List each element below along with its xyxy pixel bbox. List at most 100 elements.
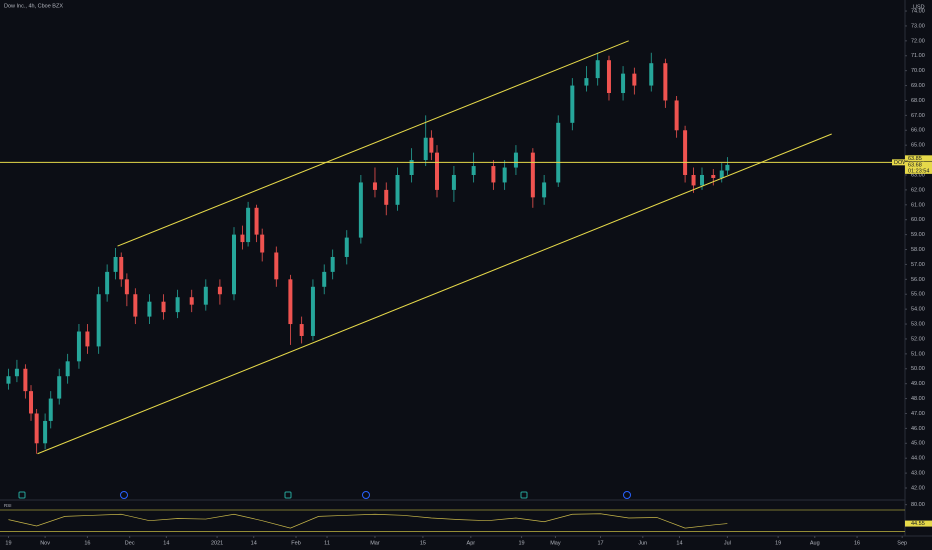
candle-body — [570, 85, 575, 123]
candle-body — [395, 174, 400, 205]
y-tick-label: 43.00 — [911, 471, 925, 477]
hline-label: 63.85 — [908, 156, 922, 162]
symbol-tag: DOW — [894, 160, 908, 166]
y-tick-label: 59.00 — [911, 232, 925, 238]
y-tick-label: 69.00 — [911, 83, 925, 89]
x-tick-label: 19 — [775, 540, 781, 546]
y-tick-label: 62.00 — [911, 187, 925, 193]
candle-body — [700, 174, 705, 186]
candle-body — [254, 207, 259, 235]
candle-body — [189, 297, 194, 305]
price-axis-bg — [905, 0, 932, 550]
candle-body — [217, 286, 222, 295]
x-tick-label: 2021 — [211, 540, 223, 546]
candle-body — [330, 256, 335, 272]
y-tick-label: 61.00 — [911, 202, 925, 208]
y-tick-label: 68.00 — [911, 98, 925, 104]
x-tick-label: Apr — [467, 540, 476, 546]
candle-body — [491, 166, 496, 183]
candle-body — [232, 234, 237, 295]
candle-body — [502, 167, 507, 183]
y-tick-label: 70.00 — [911, 68, 925, 74]
currency: USD — [913, 4, 925, 10]
candle-body — [29, 391, 34, 414]
candle-body — [260, 234, 265, 253]
y-tick-label: 50.00 — [911, 366, 925, 372]
y-tick-label: 44.00 — [911, 456, 925, 462]
candle-body — [113, 256, 118, 272]
x-tick-label: 17 — [597, 540, 603, 546]
candle-body — [119, 256, 124, 280]
countdown: 01:23:54 — [908, 168, 929, 174]
candle-body — [683, 130, 688, 175]
candle-body — [674, 100, 679, 131]
rsi-last: 44.55 — [911, 521, 925, 527]
candle-body — [105, 271, 110, 295]
y-tick-label: 49.00 — [911, 381, 925, 387]
y-tick-label: 72.00 — [911, 38, 925, 44]
candle-body — [246, 207, 251, 243]
x-tick-label: Feb — [291, 540, 300, 546]
candle-body — [322, 271, 327, 287]
x-tick-label: 14 — [676, 540, 682, 546]
rsi-tick-label: 80.00 — [911, 502, 925, 508]
y-tick-label: 54.00 — [911, 307, 925, 313]
candle-body — [274, 252, 279, 280]
y-tick-label: 56.00 — [911, 277, 925, 283]
candle-body — [584, 78, 589, 86]
y-tick-label: 53.00 — [911, 322, 925, 328]
candle-body — [240, 234, 245, 243]
candle-body — [85, 331, 90, 347]
y-tick-label: 46.00 — [911, 426, 925, 432]
y-tick-label: 58.00 — [911, 247, 925, 253]
y-tick-label: 52.00 — [911, 336, 925, 342]
candle-body — [621, 73, 626, 94]
candle-body — [175, 297, 180, 313]
x-tick-label: Aug — [810, 540, 820, 546]
x-tick-label: Jun — [638, 540, 647, 546]
y-tick-label: 66.00 — [911, 128, 925, 134]
event-icon — [284, 491, 292, 499]
event-icon — [18, 491, 26, 499]
x-tick-label: 14 — [163, 540, 169, 546]
y-tick-label: 45.00 — [911, 441, 925, 447]
candle-body — [48, 398, 53, 421]
candle-body — [434, 152, 439, 190]
events — [18, 491, 631, 499]
candle-body — [288, 279, 293, 325]
candle-body — [34, 413, 39, 444]
x-tick-label: Sep — [897, 540, 907, 546]
candle-body — [595, 60, 600, 79]
candle-body — [649, 63, 654, 86]
trend-line — [37, 133, 832, 455]
x-tick-label: 14 — [251, 540, 257, 546]
candle-body — [358, 182, 363, 238]
x-tick-label: Nov — [40, 540, 50, 546]
candle-body — [344, 237, 349, 257]
x-tick-label: Dec — [125, 540, 135, 546]
event-icon — [623, 491, 631, 499]
x-tick-label: 19 — [5, 540, 11, 546]
candle-body — [663, 63, 668, 101]
symbol-tag-bg — [892, 159, 905, 166]
candle-body — [711, 174, 716, 178]
candle-body — [384, 189, 389, 205]
chart-title: Dow Inc., 4h, Cboe BZX — [4, 3, 63, 9]
x-tick-label: 19 — [519, 540, 525, 546]
candle-body — [409, 160, 414, 175]
y-tick-label: 47.00 — [911, 411, 925, 417]
candle-body — [14, 368, 19, 377]
candle-body — [513, 152, 518, 168]
last-price: 63.68 — [908, 162, 922, 168]
candle-body — [429, 137, 434, 153]
candle-body — [161, 301, 166, 313]
candle-body — [310, 286, 315, 336]
event-icon — [520, 491, 528, 499]
indicator-name: RSI — [4, 503, 12, 508]
y-tick-label: 42.00 — [911, 485, 925, 491]
event-icon — [362, 491, 370, 499]
y-tick-label: 60.00 — [911, 217, 925, 223]
candle-body — [632, 73, 637, 86]
y-tick-label: 51.00 — [911, 351, 925, 357]
